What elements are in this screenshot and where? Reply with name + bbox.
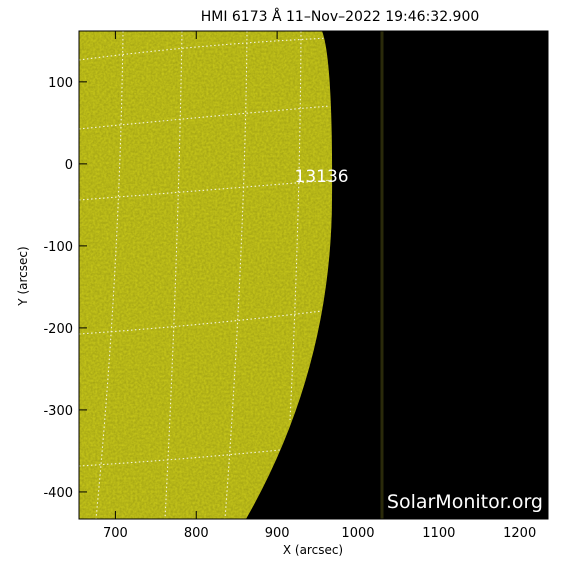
y-tick-label: 0 bbox=[65, 158, 73, 173]
heliographic-grid bbox=[79, 31, 333, 519]
x-tick-label: 1100 bbox=[422, 526, 455, 541]
plot-area bbox=[79, 31, 548, 519]
x-tick-label: 900 bbox=[265, 526, 290, 541]
x-tick-label: 1200 bbox=[503, 526, 536, 541]
y-axis-label: Y (arcsec) bbox=[16, 246, 30, 306]
image-title: HMI 6173 Å 11–Nov–2022 19:46:32.900 bbox=[201, 8, 480, 25]
x-axis: 700 800 900 1000 1100 1200 bbox=[103, 31, 536, 541]
x-tick-label: 800 bbox=[184, 526, 209, 541]
x-axis-label: X (arcsec) bbox=[283, 543, 343, 557]
solarmonitor-watermark: SolarMonitor.org bbox=[387, 491, 543, 513]
active-region-label: 13136 bbox=[295, 167, 349, 187]
y-tick-label: -300 bbox=[43, 404, 73, 419]
y-tick-label: -400 bbox=[43, 486, 73, 501]
y-tick-label: 100 bbox=[48, 76, 73, 91]
y-axis: 100 0 -100 -200 -300 -400 bbox=[43, 76, 548, 501]
y-tick-label: -200 bbox=[43, 322, 73, 337]
x-tick-label: 700 bbox=[103, 526, 128, 541]
plot-frame bbox=[78, 30, 549, 520]
y-tick-label: -100 bbox=[43, 240, 73, 255]
x-tick-label: 1000 bbox=[341, 526, 374, 541]
